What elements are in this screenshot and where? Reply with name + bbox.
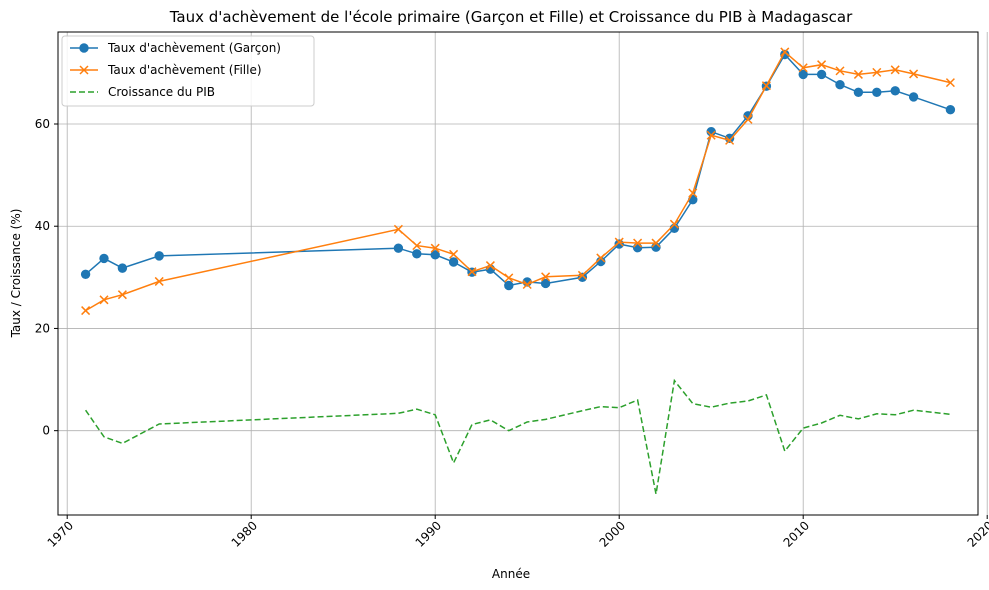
data-point bbox=[835, 79, 845, 90]
data-point bbox=[522, 279, 532, 290]
legend-label: Taux d'achèvement (Fille) bbox=[107, 63, 262, 77]
data-point bbox=[577, 270, 587, 280]
data-point bbox=[798, 63, 808, 73]
data-point bbox=[412, 249, 422, 259]
legend-items: Taux d'achèvement (Garçon) Taux d'achèvem… bbox=[70, 41, 281, 99]
y-axis-label: Taux / Croissance (%) bbox=[9, 209, 23, 339]
data-point bbox=[80, 269, 91, 279]
data-point bbox=[798, 69, 808, 80]
series-2 bbox=[81, 47, 955, 316]
data-point bbox=[890, 86, 900, 96]
y-tick-label: 0 bbox=[42, 424, 50, 438]
data-point bbox=[541, 272, 551, 282]
data-point bbox=[596, 253, 606, 263]
data-point bbox=[540, 278, 551, 289]
data-point bbox=[909, 69, 919, 79]
data-point bbox=[743, 114, 753, 124]
legend-box bbox=[61, 35, 315, 107]
data-point bbox=[872, 67, 882, 77]
data-point bbox=[817, 60, 827, 70]
data-point bbox=[669, 219, 679, 229]
data-point bbox=[835, 66, 845, 76]
data-point bbox=[448, 257, 459, 267]
legend-item: Taux d'achèvement (Garçon) bbox=[70, 41, 281, 55]
y-tick-label: 60 bbox=[35, 117, 50, 131]
legend-item: Croissance du PIB bbox=[70, 85, 215, 99]
x-axis-label: Année bbox=[492, 567, 530, 581]
data-point bbox=[945, 104, 956, 115]
legend-label: Croissance du PIB bbox=[108, 85, 215, 99]
data-point bbox=[651, 238, 661, 248]
data-point bbox=[81, 306, 91, 316]
data-point bbox=[688, 188, 698, 198]
data-point bbox=[154, 276, 164, 286]
data-point bbox=[890, 65, 900, 75]
series-line bbox=[84, 378, 951, 495]
plot-series bbox=[80, 47, 956, 495]
data-point bbox=[430, 243, 440, 253]
data-point bbox=[853, 87, 864, 98]
series-3 bbox=[84, 378, 951, 495]
chart-title: Taux d'achèvement de l'école primaire (G… bbox=[169, 8, 853, 26]
legend-label: Taux d'achèvement (Garçon) bbox=[107, 41, 281, 55]
data-point bbox=[761, 81, 771, 91]
data-point bbox=[614, 237, 624, 247]
legend-item: Taux d'achèvement (Fille) bbox=[70, 63, 262, 77]
data-point bbox=[485, 261, 495, 271]
legend-marker bbox=[79, 43, 89, 53]
data-point bbox=[908, 92, 919, 102]
data-point bbox=[504, 280, 514, 291]
data-point bbox=[449, 249, 459, 259]
plot-frame bbox=[57, 31, 979, 516]
data-point bbox=[853, 69, 863, 79]
data-point bbox=[154, 251, 164, 261]
data-point bbox=[633, 238, 643, 248]
y-tick-label: 20 bbox=[35, 321, 50, 335]
grid bbox=[58, 32, 988, 515]
data-point bbox=[504, 273, 514, 283]
data-point bbox=[393, 243, 404, 253]
legend-marker bbox=[79, 65, 89, 75]
data-point bbox=[412, 241, 422, 251]
data-point bbox=[872, 87, 882, 98]
data-point bbox=[706, 130, 716, 140]
data-point bbox=[725, 135, 735, 145]
data-point bbox=[816, 69, 827, 80]
data-point bbox=[467, 267, 477, 277]
data-point bbox=[99, 253, 109, 264]
data-point bbox=[99, 295, 109, 305]
data-point bbox=[945, 78, 955, 88]
data-point bbox=[651, 242, 661, 252]
data-point bbox=[393, 224, 403, 234]
data-point bbox=[632, 242, 643, 253]
legend: Taux d'achèvement (Garçon) Taux d'achèvem… bbox=[61, 35, 315, 107]
data-point bbox=[117, 290, 127, 300]
data-point bbox=[780, 47, 790, 57]
data-point bbox=[117, 263, 128, 273]
y-axis-ticks: 0 20 40 60 bbox=[35, 117, 58, 438]
data-point bbox=[430, 250, 440, 260]
y-tick-label: 40 bbox=[35, 219, 50, 233]
